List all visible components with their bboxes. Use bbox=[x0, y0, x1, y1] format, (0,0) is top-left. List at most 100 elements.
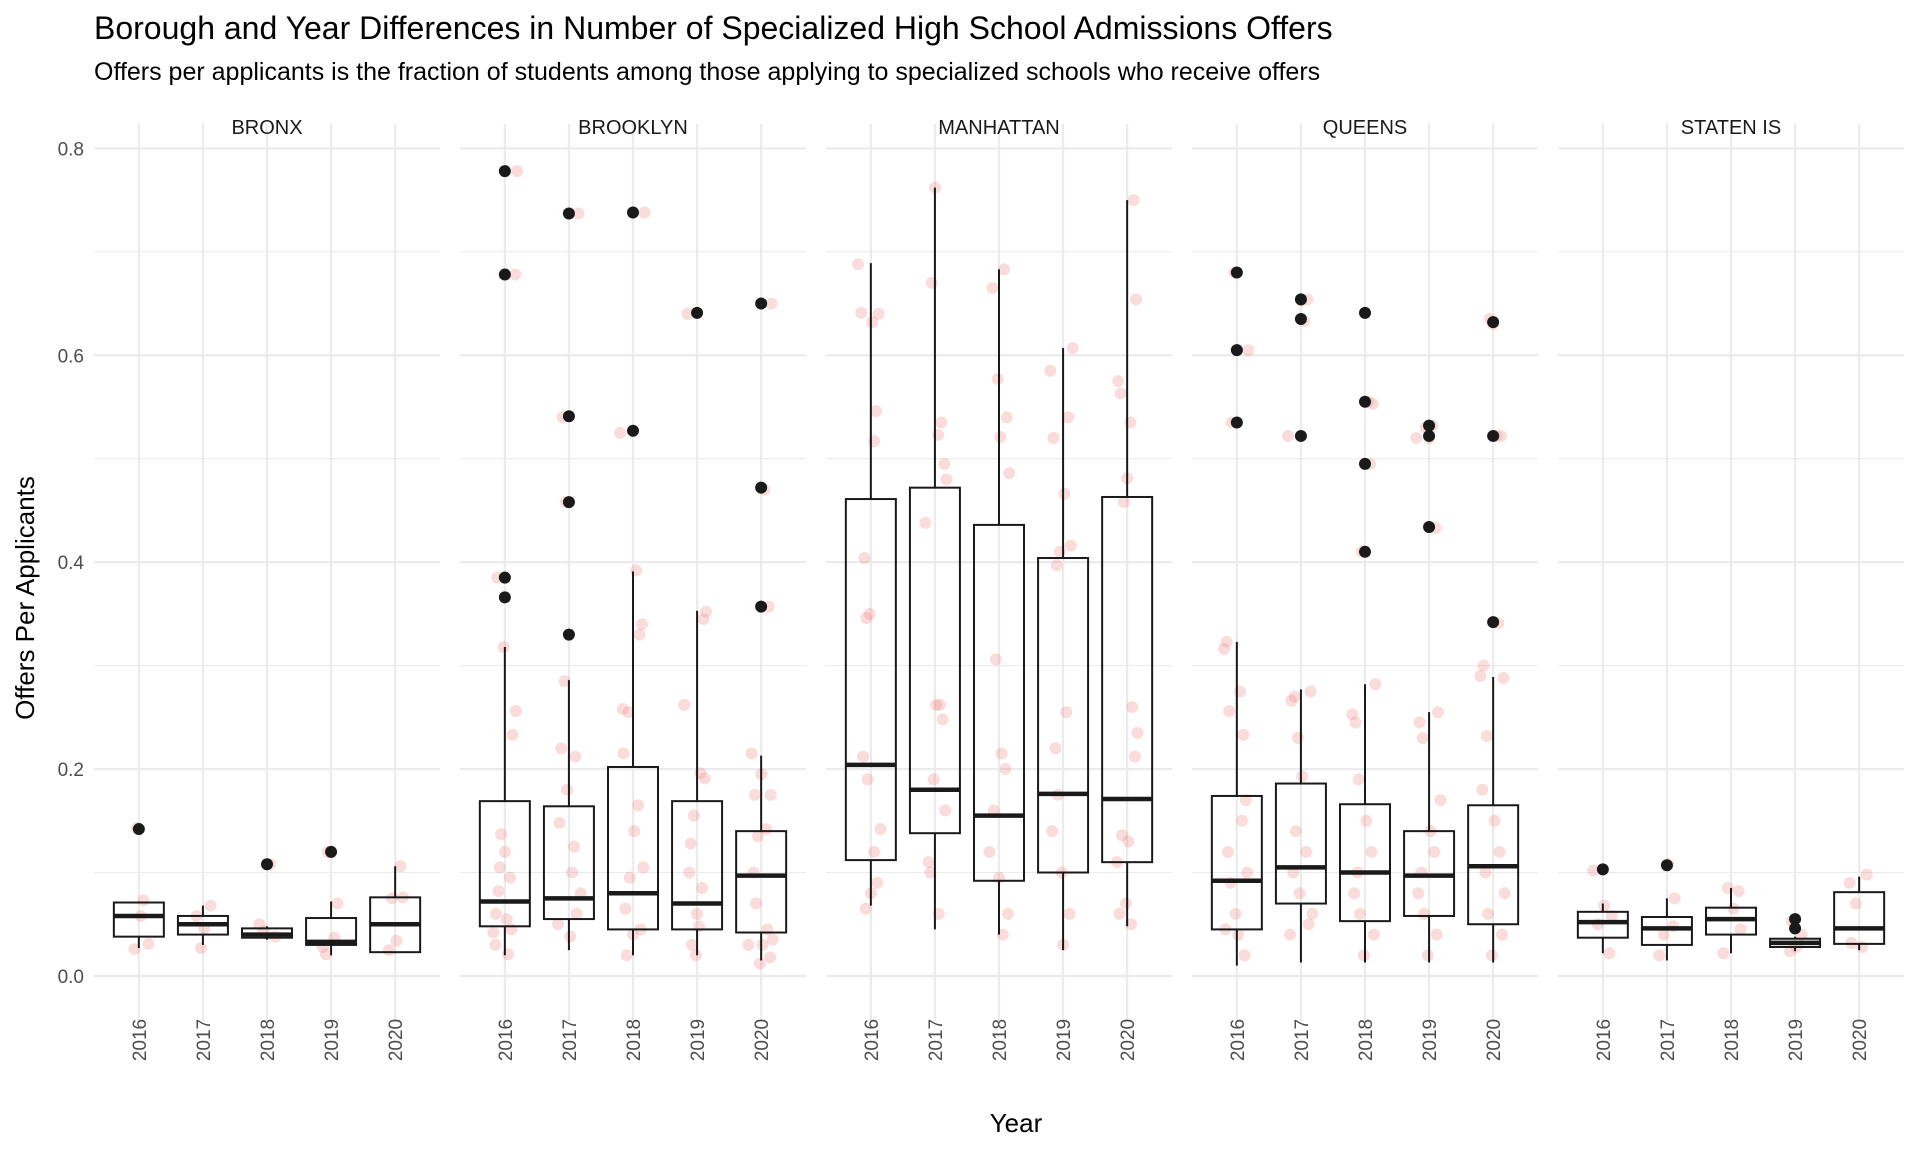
jitter-point bbox=[700, 605, 713, 618]
facet-strip-label: STATEN IS bbox=[1681, 117, 1781, 139]
outlier-point bbox=[1230, 266, 1243, 279]
jitter-points-layer bbox=[128, 165, 1873, 970]
jitter-point bbox=[859, 902, 872, 915]
jitter-point bbox=[858, 552, 871, 565]
jitter-point bbox=[1734, 923, 1747, 936]
jitter-point bbox=[1128, 750, 1141, 763]
jitter-point bbox=[1050, 559, 1063, 572]
jitter-point bbox=[1062, 411, 1075, 424]
outlier-point bbox=[1789, 913, 1802, 926]
jitter-point bbox=[1603, 947, 1616, 960]
jitter-point bbox=[195, 942, 208, 955]
jitter-point bbox=[1288, 690, 1301, 703]
jitter-point bbox=[698, 772, 711, 785]
jitter-point bbox=[1232, 928, 1245, 941]
x-tick-label: 2020 bbox=[752, 1019, 773, 1061]
jitter-point bbox=[765, 297, 778, 310]
jitter-point bbox=[511, 165, 524, 178]
box-iqr bbox=[1210, 794, 1263, 931]
jitter-point bbox=[616, 703, 629, 716]
jitter-point bbox=[1367, 928, 1380, 941]
jitter-point bbox=[1497, 672, 1510, 685]
jitter-point bbox=[1352, 773, 1365, 786]
jitter-point bbox=[489, 938, 502, 951]
jitter-point bbox=[1349, 716, 1362, 729]
box-iqr bbox=[112, 901, 165, 938]
jitter-point bbox=[871, 876, 884, 889]
outlier-point bbox=[562, 207, 575, 220]
jitter-point bbox=[681, 307, 694, 320]
jitter-point bbox=[742, 938, 755, 951]
jitter-point bbox=[999, 763, 1012, 776]
outlier-point bbox=[1596, 863, 1609, 876]
jitter-point bbox=[689, 949, 702, 962]
box-iqr bbox=[844, 498, 897, 862]
x-tick-label: 2017 bbox=[1658, 1019, 1679, 1061]
jitter-point bbox=[331, 897, 344, 910]
outlier-point bbox=[325, 845, 338, 858]
jitter-point bbox=[1119, 897, 1132, 910]
jitter-point bbox=[1126, 700, 1139, 713]
jitter-point bbox=[500, 913, 513, 926]
outlier-point bbox=[691, 306, 704, 319]
jitter-point bbox=[1282, 429, 1295, 442]
jitter-point bbox=[1064, 539, 1077, 552]
jitter-point bbox=[617, 747, 630, 760]
jitter-point bbox=[1304, 685, 1317, 698]
jitter-point bbox=[568, 840, 581, 853]
jitter-point bbox=[995, 747, 1008, 760]
jitter-point bbox=[1239, 794, 1252, 807]
jitter-point bbox=[748, 788, 761, 801]
facet-strip-label: QUEENS bbox=[1323, 117, 1407, 139]
outlier-point bbox=[562, 496, 575, 509]
jitter-point bbox=[572, 207, 585, 220]
outlier-point bbox=[498, 268, 511, 281]
jitter-point bbox=[1000, 411, 1013, 424]
y-tick-label: 0.0 bbox=[58, 967, 84, 988]
box-iqr bbox=[1339, 803, 1391, 923]
box-iqr bbox=[478, 800, 531, 928]
outlier-point bbox=[132, 823, 145, 836]
jitter-point bbox=[1421, 949, 1434, 962]
x-tick-label: 2016 bbox=[1594, 1019, 1615, 1061]
facet-strip-label: BRONX bbox=[231, 117, 302, 139]
jitter-point bbox=[924, 866, 937, 879]
outlier-point bbox=[755, 481, 768, 494]
jitter-point bbox=[614, 426, 627, 439]
jitter-point bbox=[852, 258, 865, 271]
jitter-point bbox=[1360, 814, 1373, 827]
jitter-point bbox=[509, 705, 522, 718]
jitter-point bbox=[623, 871, 636, 884]
jitter-point bbox=[1289, 825, 1302, 838]
box-iqr bbox=[305, 917, 358, 946]
jitter-point bbox=[1346, 708, 1359, 721]
jitter-point bbox=[1242, 344, 1255, 357]
jitter-point bbox=[637, 861, 650, 874]
outlier-point bbox=[498, 591, 511, 604]
jitter-point bbox=[633, 628, 646, 641]
outlier-point bbox=[1359, 457, 1371, 470]
outlier-point bbox=[1359, 306, 1371, 319]
x-tick-label: 2017 bbox=[194, 1019, 215, 1061]
jitter-point bbox=[1063, 907, 1076, 920]
jitter-point bbox=[1413, 716, 1426, 729]
jitter-point bbox=[1860, 868, 1873, 881]
jitter-point bbox=[495, 828, 508, 841]
jitter-point bbox=[860, 612, 873, 625]
outlier-point bbox=[755, 297, 768, 310]
y-tick-label: 0.2 bbox=[58, 760, 84, 781]
jitter-point bbox=[1498, 887, 1511, 900]
outlier-point bbox=[1423, 429, 1436, 442]
jitter-point bbox=[683, 866, 696, 879]
box-iqr bbox=[973, 523, 1025, 882]
jitter-point bbox=[509, 268, 522, 281]
jitter-point bbox=[756, 938, 769, 951]
jitter-point bbox=[1223, 705, 1236, 718]
jitter-point bbox=[632, 799, 645, 812]
jitter-point bbox=[620, 949, 633, 962]
box-iqr bbox=[671, 800, 724, 931]
box-iqr bbox=[735, 830, 788, 934]
x-tick-label: 2017 bbox=[560, 1019, 581, 1061]
jitter-point bbox=[868, 845, 881, 858]
jitter-point bbox=[204, 899, 217, 912]
